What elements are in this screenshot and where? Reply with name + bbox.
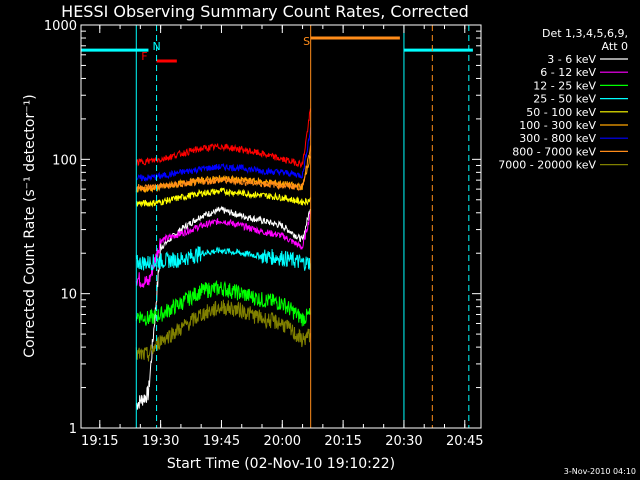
y-tick-label: 1 — [69, 422, 77, 437]
y-tick-label: 10 — [60, 288, 77, 303]
series-line — [135, 299, 311, 362]
y-tick-label: 1000 — [44, 19, 77, 34]
legend-label: 6 - 12 keV — [540, 66, 596, 79]
y-ticks: 1 10 100 1000 — [44, 19, 481, 437]
legend-label: 100 - 300 keV — [519, 119, 596, 132]
series-line — [136, 187, 311, 208]
series-line — [135, 211, 311, 289]
legend-header: Att 0 — [602, 40, 628, 53]
y-tick-label: 100 — [52, 153, 77, 168]
x-tick-label: 20:15 — [324, 434, 361, 449]
footer-date: 3-Nov-2010 04:10 — [564, 467, 636, 476]
x-tick-label: 20:45 — [446, 434, 483, 449]
annotation-s: S — [303, 35, 310, 48]
x-ticks: 19:15 19:30 19:45 20:00 20:15 20:30 20:45 — [81, 25, 484, 449]
legend-label: 25 - 50 keV — [533, 93, 596, 106]
series-line — [135, 108, 311, 169]
x-tick-label: 20:00 — [264, 434, 301, 449]
series-line — [135, 279, 311, 327]
series-line — [136, 127, 311, 183]
series-line — [135, 246, 311, 271]
annotation-f: F — [141, 50, 147, 63]
legend-label: 12 - 25 keV — [533, 79, 596, 92]
x-tick-label: 19:15 — [81, 434, 118, 449]
legend-label: 3 - 6 keV — [547, 53, 596, 66]
flag-layer — [81, 36, 473, 63]
annotations: FN S — [141, 35, 310, 63]
series-layer — [135, 108, 311, 410]
x-tick-label: 20:30 — [385, 434, 422, 449]
plot-frame — [80, 24, 482, 429]
vertical-lines-layer — [135, 25, 470, 428]
x-tick-label: 19:45 — [203, 434, 240, 449]
legend-label: 300 - 800 keV — [519, 132, 596, 145]
y-axis-label: Corrected Count Rate (s⁻¹ detector⁻¹) — [22, 94, 38, 357]
legend-label: 50 - 100 keV — [526, 106, 596, 119]
x-axis-label: Start Time (02-Nov-10 19:10:22) — [167, 456, 395, 472]
chart-title: HESSI Observing Summary Count Rates, Cor… — [61, 2, 469, 21]
series-line — [136, 145, 311, 192]
legend-label: 7000 - 20000 keV — [498, 159, 596, 172]
x-tick-label: 19:30 — [142, 434, 179, 449]
annotation-n: N — [152, 40, 160, 53]
legend-label: 800 - 7000 keV — [512, 145, 596, 158]
legend-header: Det 1,3,4,5,6,9, — [542, 27, 628, 40]
